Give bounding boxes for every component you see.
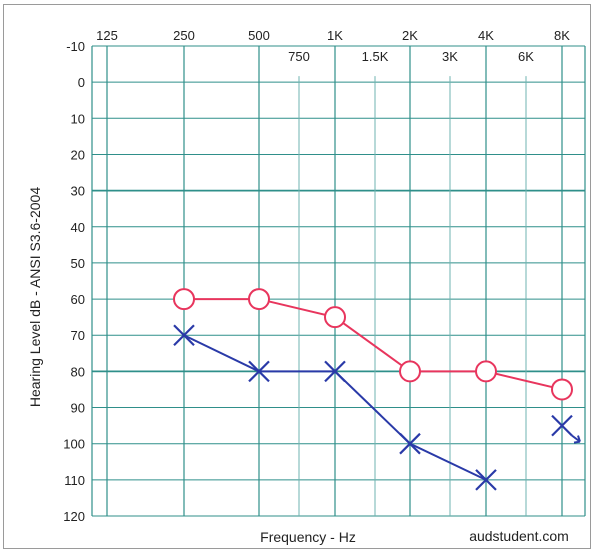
series-layer xyxy=(173,288,581,491)
x-mid-tick-label: 6K xyxy=(518,49,534,64)
y-tick-label: 50 xyxy=(71,256,85,271)
no-response-arrow xyxy=(571,434,581,444)
data-point-x xyxy=(248,360,270,383)
y-tick-label: 110 xyxy=(64,473,85,488)
y-tick-label: 0 xyxy=(78,75,85,90)
data-point-circle xyxy=(173,288,195,311)
data-point-circle xyxy=(475,360,497,383)
x-tick-label: 4K xyxy=(478,28,494,43)
y-tick-label: 30 xyxy=(71,184,85,199)
y-tick-label: 70 xyxy=(71,328,85,343)
data-point-circle xyxy=(551,378,573,401)
x-tick-label: 1K xyxy=(327,28,343,43)
data-point-x xyxy=(173,324,195,347)
y-axis-label: Hearing Level dB - ANSI S3.6-2004 xyxy=(27,187,43,407)
y-tick-label: 20 xyxy=(71,147,85,162)
data-point-x xyxy=(324,360,346,383)
chart-frame xyxy=(3,4,591,549)
data-point-circle xyxy=(324,306,346,329)
x-mid-tick-label: 750 xyxy=(288,49,310,64)
data-point-circle xyxy=(248,288,270,311)
x-tick-label: 250 xyxy=(173,28,195,43)
x-tick-label: 2K xyxy=(402,28,418,43)
data-point-circle xyxy=(399,360,421,383)
tick-labels: -10 0 10 20 30 40 50 60 70 80 90 100 110 120 125 250 500… xyxy=(63,28,570,524)
y-tick-label: 40 xyxy=(71,220,85,235)
x-tick-label: 125 xyxy=(96,28,118,43)
y-tick-label: 60 xyxy=(71,292,85,307)
data-point-x xyxy=(551,414,573,437)
x-axis-label: Frequency - Hz xyxy=(260,529,356,545)
x-tick-label: 500 xyxy=(248,28,270,43)
y-tick-label: 120 xyxy=(63,509,85,524)
x-mid-tick-label: 1.5K xyxy=(362,49,389,64)
data-point-x xyxy=(399,432,421,455)
y-tick-label: 80 xyxy=(71,364,85,379)
y-tick-label: 10 xyxy=(71,111,85,126)
series-line xyxy=(184,298,563,391)
y-tick-label: 100 xyxy=(63,437,85,452)
data-point-x xyxy=(475,469,497,491)
x-tick-label: 8K xyxy=(554,28,570,43)
grid xyxy=(91,45,586,517)
watermark-text: audstudent.com xyxy=(469,528,569,544)
y-tick-label: -10 xyxy=(66,39,85,54)
x-mid-tick-label: 3K xyxy=(442,49,458,64)
y-tick-label: 90 xyxy=(71,401,85,416)
